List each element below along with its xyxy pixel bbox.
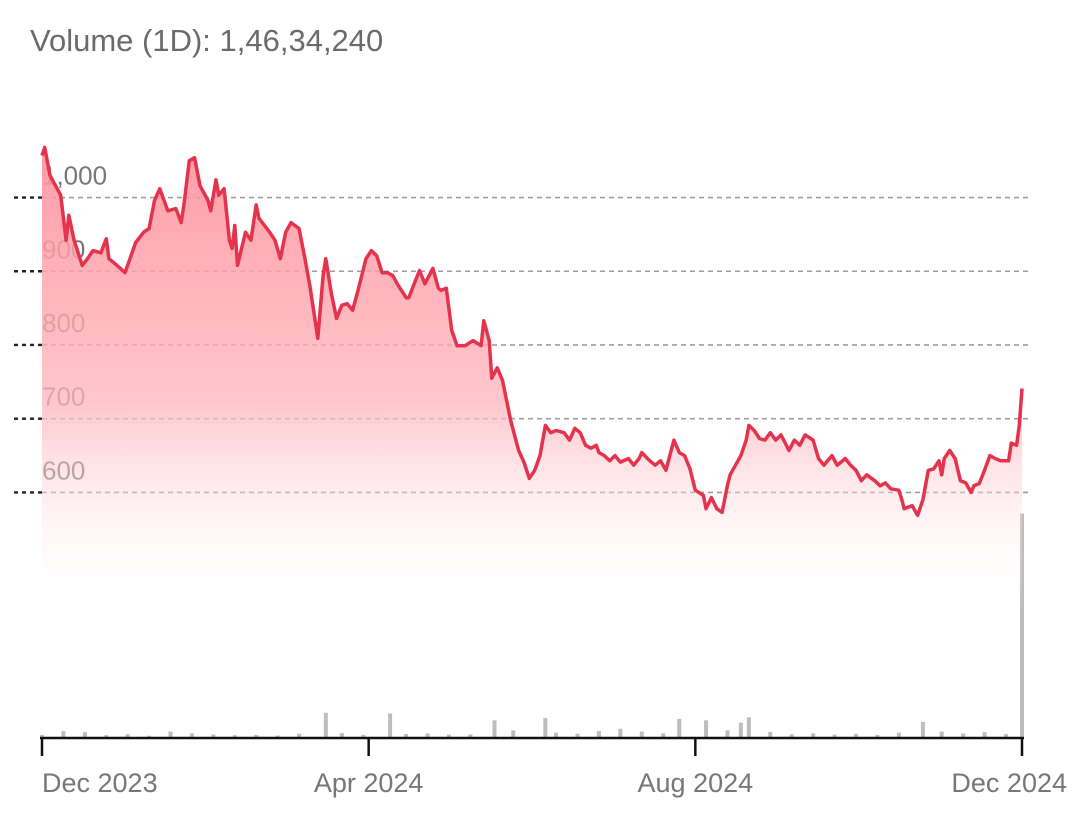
price-line [40, 145, 1024, 518]
chart-title: Volume (1D): 1,46,34,240 [30, 23, 383, 58]
x-tick-label: Dec 2023 [42, 768, 158, 798]
x-tick-label: Apr 2024 [314, 768, 424, 798]
x-tick-label: Aug 2024 [638, 768, 754, 798]
price-area [42, 147, 1022, 738]
x-tick-label: Dec 2024 [951, 768, 1067, 798]
